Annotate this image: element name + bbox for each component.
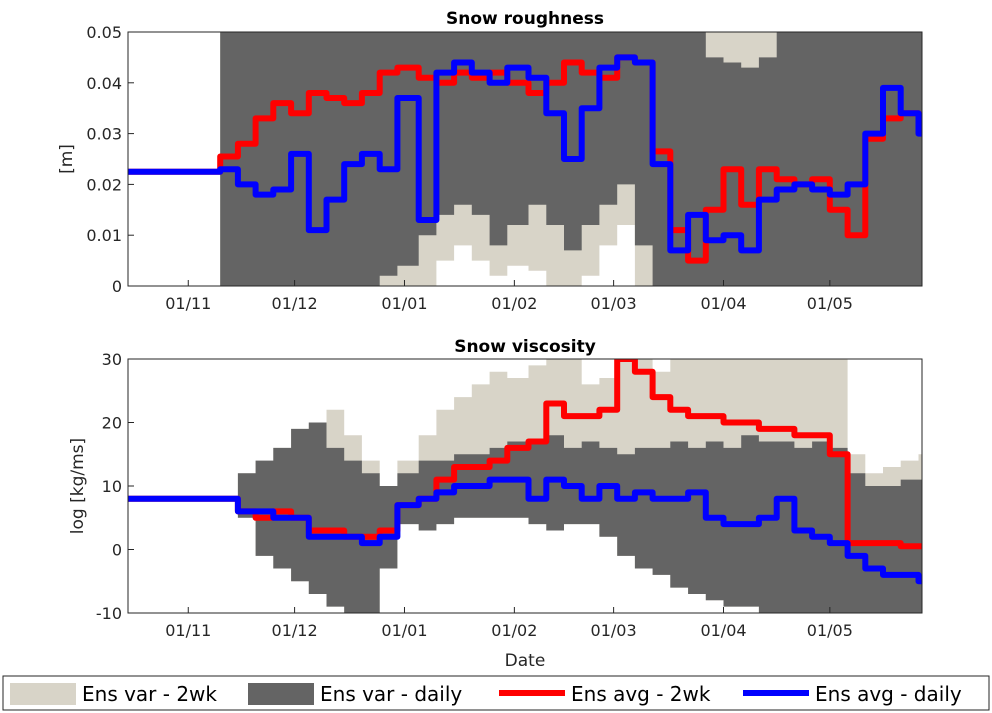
band-ens-var-daily xyxy=(220,422,922,613)
legend: Ens var - 2wk Ens var - daily Ens avg - 2w… xyxy=(2,675,990,711)
x-tick-label: 01/11 xyxy=(165,621,211,640)
plot-layer xyxy=(128,359,922,613)
x-tick-label: 01/02 xyxy=(491,294,537,313)
x-tick-label: 01/11 xyxy=(165,294,211,313)
legend-label-ens-avg-2wk: Ens avg - 2wk xyxy=(571,682,711,706)
legend-swatch-ens-var-2wk xyxy=(10,683,76,705)
y-tick-label: 0.04 xyxy=(86,74,122,93)
y-tick-label: 0.01 xyxy=(86,226,122,245)
x-tick-label: 01/12 xyxy=(272,621,318,640)
x-tick-label: 01/12 xyxy=(272,294,318,313)
x-tick-label: 01/03 xyxy=(591,294,637,313)
panel-snow-viscosity: -10 0 10 20 30 01/11 01/12 01/01 01/02 01/03 01/04… xyxy=(68,337,923,671)
y-tick-label: -10 xyxy=(96,604,122,623)
line-ens-avg-daily xyxy=(128,476,922,585)
y-tick-label: 0.03 xyxy=(86,125,122,144)
y-axis-label: [m] xyxy=(57,144,77,174)
plot-layer xyxy=(128,32,922,286)
chart-title: Snow roughness xyxy=(446,9,604,29)
line-ens-avg-daily xyxy=(128,54,922,254)
y-axis-label: log [kg/ms] xyxy=(68,438,88,534)
x-tick-label: 01/01 xyxy=(381,294,427,313)
legend-label-ens-avg-daily: Ens avg - daily xyxy=(815,682,962,706)
y-tick-label: 0.02 xyxy=(86,175,122,194)
y-tick-label: 20 xyxy=(102,414,122,433)
x-tick-label: 01/05 xyxy=(807,621,853,640)
chart-title: Snow viscosity xyxy=(454,337,596,357)
x-tick-label: 01/02 xyxy=(491,621,537,640)
x-tick-label: 01/03 xyxy=(591,621,637,640)
legend-swatch-ens-var-daily xyxy=(248,683,314,705)
y-tick-label: 30 xyxy=(102,350,122,369)
y-tick-label: 0.05 xyxy=(86,23,122,42)
y-tick-label: 10 xyxy=(102,477,122,496)
x-tick-label: 01/04 xyxy=(700,294,746,313)
x-axis-label: Date xyxy=(505,651,546,671)
x-tick-label: 01/05 xyxy=(807,294,853,313)
legend-box xyxy=(2,675,990,711)
y-tick-label: 0 xyxy=(112,541,122,560)
axes-box xyxy=(127,31,923,287)
x-tick-label: 01/04 xyxy=(700,621,746,640)
y-tick-label: 0 xyxy=(112,277,122,296)
panel-snow-roughness: 0 0.01 0.02 0.03 0.04 0.05 01/11 01/12 01/01 01/0… xyxy=(57,9,923,313)
line-ens-avg-2wk xyxy=(128,359,922,550)
legend-label-ens-var-daily: Ens var - daily xyxy=(320,682,462,706)
x-tick-label: 01/01 xyxy=(381,621,427,640)
legend-label-ens-var-2wk: Ens var - 2wk xyxy=(82,682,217,706)
